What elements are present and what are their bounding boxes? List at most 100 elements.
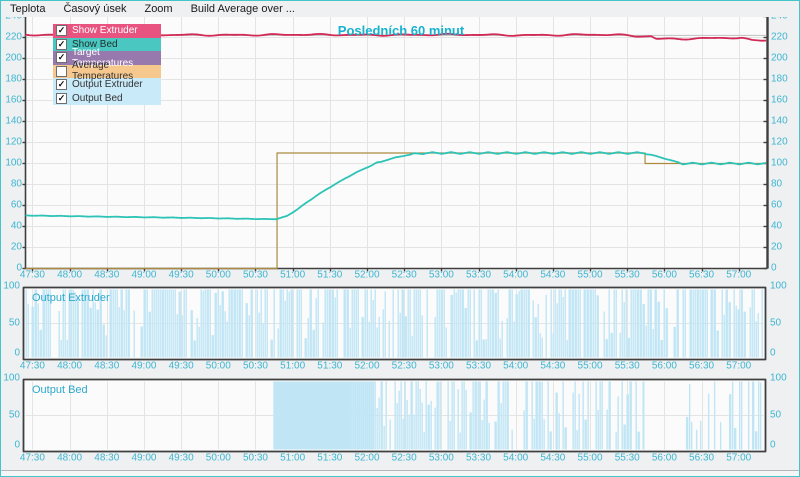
y-axis-label-left: 180 bbox=[5, 73, 22, 85]
x-axis-label: 52:30 bbox=[391, 360, 417, 372]
x-axis-label: 49:30 bbox=[168, 269, 194, 281]
x-axis-label: 50:30 bbox=[242, 452, 268, 464]
x-axis-label: 56:30 bbox=[689, 269, 715, 281]
x-axis-label: 51:30 bbox=[317, 360, 343, 372]
output-y-label-left: 100 bbox=[3, 372, 20, 384]
x-axis-label: 49:30 bbox=[168, 360, 194, 372]
y-axis-label-left: 100 bbox=[5, 157, 22, 169]
checkbox-target-temperatures[interactable]: ✓ bbox=[56, 52, 67, 64]
legend-label: Output Extruder bbox=[72, 79, 143, 91]
x-axis-label: 48:30 bbox=[94, 269, 120, 281]
x-axis-label: 53:30 bbox=[466, 452, 492, 464]
legend-label: Average Temperatures bbox=[72, 60, 134, 83]
menu-casovy-usek[interactable]: Časový úsek bbox=[63, 2, 127, 15]
x-axis-label: 49:00 bbox=[131, 452, 157, 464]
menu-teplota[interactable]: Teplota bbox=[10, 2, 46, 15]
output-y-label-left: 0 bbox=[14, 347, 20, 359]
x-axis-label: 50:00 bbox=[205, 360, 231, 372]
checkbox-show-bed[interactable]: ✓ bbox=[56, 38, 67, 50]
legend-item-show-bed[interactable]: ✓ Show Bed bbox=[53, 37, 161, 51]
menu-zoom[interactable]: Zoom bbox=[144, 2, 173, 15]
x-axis-label: 53:00 bbox=[428, 360, 454, 372]
output-y-label-left: 50 bbox=[8, 409, 20, 421]
y-axis-label-left: 80 bbox=[10, 178, 22, 190]
y-axis-label-right: 200 bbox=[771, 52, 788, 64]
checkbox-show-extruder[interactable]: ✓ bbox=[56, 25, 67, 37]
y-axis-label-left: 160 bbox=[5, 94, 22, 106]
x-axis-label: 52:00 bbox=[354, 360, 380, 372]
x-axis-label: 48:00 bbox=[57, 269, 83, 281]
x-axis-label: 56:30 bbox=[689, 452, 715, 464]
x-axis-label: 48:30 bbox=[94, 452, 120, 464]
legend-item-output-extruder[interactable]: ✓ Output Extruder bbox=[53, 78, 161, 92]
legend-label: Show Extruder bbox=[72, 25, 138, 37]
x-axis-label: 52:00 bbox=[354, 452, 380, 464]
x-axis-label: 51:00 bbox=[280, 360, 306, 372]
y-axis-label-right: 180 bbox=[771, 73, 788, 85]
x-axis-label: 50:30 bbox=[242, 360, 268, 372]
output-bed-label: Output Bed bbox=[32, 384, 88, 396]
output-y-label-right: 0 bbox=[770, 439, 776, 451]
x-axis-label: 51:30 bbox=[317, 452, 343, 464]
x-axis-label: 57:00 bbox=[726, 269, 752, 281]
legend-label: Output Bed bbox=[72, 92, 123, 104]
x-axis-label: 47:30 bbox=[19, 452, 45, 464]
x-axis-label: 57:00 bbox=[726, 360, 752, 372]
y-axis-label-right: 20 bbox=[771, 241, 783, 253]
output-y-label-right: 50 bbox=[770, 409, 782, 421]
x-axis-label: 55:30 bbox=[614, 360, 640, 372]
checkbox-output-extruder[interactable]: ✓ bbox=[56, 79, 67, 91]
x-axis-label: 55:00 bbox=[577, 452, 603, 464]
y-axis-label-right: 80 bbox=[771, 178, 783, 190]
x-axis-label: 56:30 bbox=[689, 360, 715, 372]
chart-title: Posledních 60 minut bbox=[337, 23, 465, 38]
y-axis-label-left: 140 bbox=[5, 115, 22, 127]
legend: ✓ Show Extruder ✓ Show Bed ✓ Target Temp… bbox=[53, 24, 161, 105]
x-axis-label: 48:00 bbox=[57, 452, 83, 464]
x-axis-label: 54:00 bbox=[503, 269, 529, 281]
x-axis-label: 56:00 bbox=[651, 452, 677, 464]
x-axis-label: 52:30 bbox=[391, 452, 417, 464]
checkbox-output-bed[interactable]: ✓ bbox=[56, 92, 67, 104]
output-y-label-right: 100 bbox=[770, 372, 787, 384]
legend-item-show-extruder[interactable]: ✓ Show Extruder bbox=[53, 24, 161, 38]
y-axis-label-left: 200 bbox=[5, 52, 22, 64]
x-axis-label: 52:00 bbox=[354, 269, 380, 281]
x-axis-label: 47:30 bbox=[19, 360, 45, 372]
x-axis-label: 49:00 bbox=[131, 360, 157, 372]
x-axis-label: 54:30 bbox=[540, 269, 566, 281]
x-axis-label: 51:00 bbox=[280, 269, 306, 281]
x-axis-label: 57:00 bbox=[726, 452, 752, 464]
checkbox-average-temperatures[interactable] bbox=[56, 65, 67, 77]
x-axis-label: 49:00 bbox=[131, 269, 157, 281]
x-axis-label: 51:30 bbox=[317, 269, 343, 281]
menu-build-average[interactable]: Build Average over ... bbox=[190, 2, 295, 15]
y-axis-label-right: 60 bbox=[771, 199, 783, 211]
x-axis-label: 55:30 bbox=[614, 269, 640, 281]
output-y-label-right: 0 bbox=[770, 347, 776, 359]
y-axis-label-right: 140 bbox=[771, 115, 788, 127]
y-axis-label-right: 100 bbox=[771, 157, 788, 169]
x-axis-label: 47:30 bbox=[19, 269, 45, 281]
bottom-divider bbox=[1, 470, 799, 471]
output-y-label-left: 0 bbox=[14, 439, 20, 451]
y-axis-label-right: 40 bbox=[771, 220, 783, 232]
x-axis-label: 54:00 bbox=[503, 360, 529, 372]
x-axis-label: 53:30 bbox=[466, 269, 492, 281]
x-axis-label: 54:30 bbox=[540, 360, 566, 372]
legend-item-average-temperatures[interactable]: Average Temperatures bbox=[53, 60, 161, 82]
y-axis-label-left: 120 bbox=[5, 136, 22, 148]
menu-bar: Teplota Časový úsek Zoom Build Average o… bbox=[1, 1, 799, 17]
legend-item-target-temperatures[interactable]: ✓ Target Temperatures bbox=[53, 47, 161, 69]
legend-item-output-bed[interactable]: ✓ Output Bed bbox=[53, 91, 161, 105]
x-axis-label: 55:30 bbox=[614, 452, 640, 464]
y-axis-label-right: 0 bbox=[771, 262, 777, 274]
x-axis-label: 53:00 bbox=[428, 452, 454, 464]
x-axis-label: 49:30 bbox=[168, 452, 194, 464]
y-axis-label-left: 0 bbox=[16, 262, 22, 274]
x-axis-label: 52:30 bbox=[391, 269, 417, 281]
y-axis-label-right: 120 bbox=[771, 136, 788, 148]
y-axis-label-left: 40 bbox=[10, 220, 22, 232]
x-axis-label: 54:00 bbox=[503, 452, 529, 464]
